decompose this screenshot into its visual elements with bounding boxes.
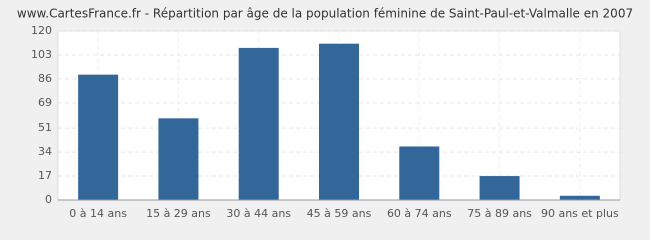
x-tick-label: 60 à 74 ans xyxy=(387,207,452,220)
x-tick-label: 75 à 89 ans xyxy=(467,207,532,220)
bar xyxy=(479,176,520,200)
bar xyxy=(158,118,199,200)
y-tick-label: 120 xyxy=(31,24,52,37)
y-tick-label: 86 xyxy=(38,72,52,85)
bar xyxy=(319,43,359,200)
bar xyxy=(399,146,440,200)
y-tick-label: 0 xyxy=(45,193,52,206)
y-tick-label: 17 xyxy=(38,169,52,182)
x-tick-label: 30 à 44 ans xyxy=(226,207,291,220)
y-tick-label: 51 xyxy=(38,121,52,134)
y-tick-label: 103 xyxy=(31,48,52,61)
x-tick-label: 0 à 14 ans xyxy=(69,207,127,220)
x-tick-label: 90 ans et plus xyxy=(541,207,619,220)
bar xyxy=(78,74,119,200)
chart-title: www.CartesFrance.fr - Répartition par âg… xyxy=(17,7,633,21)
bar xyxy=(559,195,600,200)
y-tick-label: 34 xyxy=(38,145,52,158)
page: www.CartesFrance.fr - Répartition par âg… xyxy=(16,6,634,220)
x-tick-label: 15 à 29 ans xyxy=(146,207,211,220)
y-tick-label: 69 xyxy=(38,96,52,109)
x-tick-label: 45 à 59 ans xyxy=(307,207,372,220)
bar xyxy=(238,47,279,201)
chart: www.CartesFrance.fr - Répartition par âg… xyxy=(16,6,634,220)
